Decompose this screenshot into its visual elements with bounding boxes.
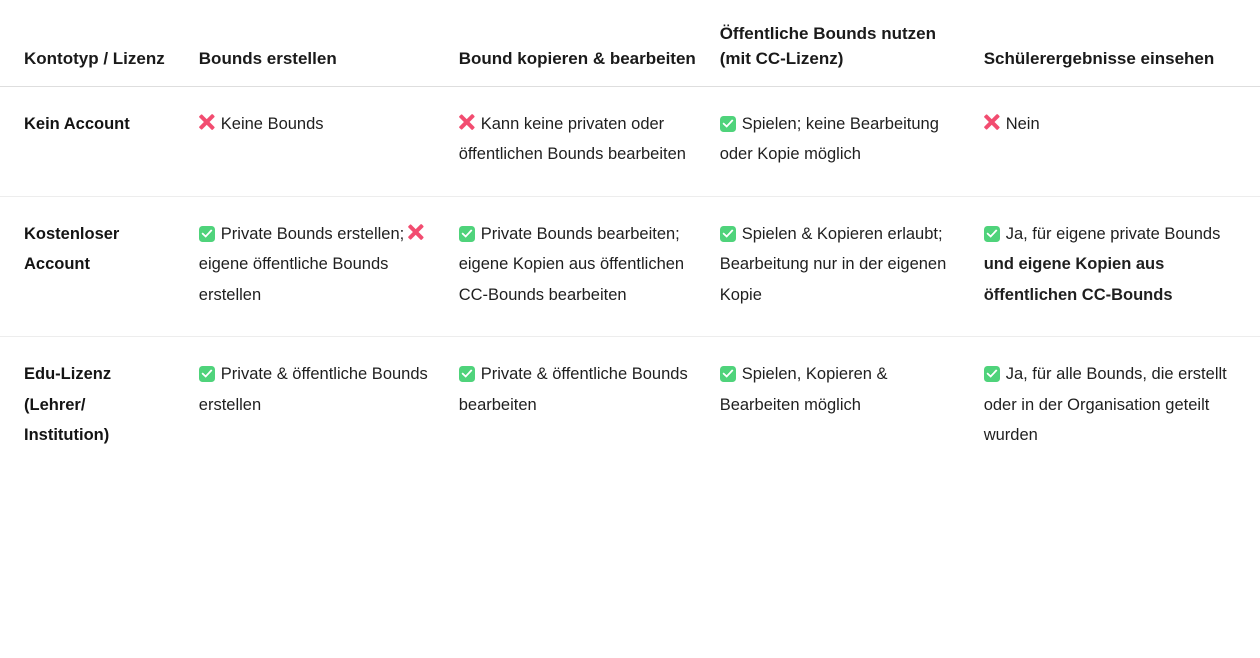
cell-no-account-use-public-bounds: Spielen; keine Bearbeitung oder Kopie mö… bbox=[719, 86, 984, 197]
cell-text-plain: Ja, für eigene private Bounds bbox=[1005, 224, 1221, 243]
column-header-student-results: Schülerergebnisse einsehen bbox=[983, 0, 1260, 87]
row-label-free-account: Kostenloser Account bbox=[0, 196, 199, 338]
cell-text: Spielen, Kopieren & Bearbeiten möglich bbox=[719, 365, 888, 414]
check-mark-button-icon bbox=[458, 366, 475, 383]
cell-text: Kann keine privaten oder öffentlichen Bo… bbox=[458, 114, 686, 164]
cell-no-account-copy-edit-bound: Kann keine privaten oder öffentlichen Bo… bbox=[458, 86, 720, 197]
table-header: Kontotyp / Lizenz Bounds erstellen Bound… bbox=[0, 0, 1260, 87]
cell-text: Keine Bounds bbox=[220, 114, 324, 133]
cell-text: Nein bbox=[1005, 114, 1040, 133]
column-header-create-bounds: Bounds erstellen bbox=[198, 0, 459, 87]
cell-edu-license-student-results: Ja, für alle Bounds, die erstellt oder i… bbox=[983, 337, 1260, 477]
column-header-account-type: Kontotyp / Lizenz bbox=[0, 0, 199, 87]
check-mark-button-icon bbox=[719, 115, 736, 132]
cell-edu-license-use-public-bounds: Spielen, Kopieren & Bearbeiten möglich bbox=[719, 337, 984, 477]
cross-mark-icon bbox=[459, 114, 476, 131]
cell-edu-license-copy-edit-bound: Private & öffentliche Bounds bearbeiten bbox=[458, 337, 720, 477]
column-header-copy-edit-bound: Bound kopieren & bearbeiten bbox=[458, 0, 720, 87]
cell-free-account-create-bounds: Private Bounds erstellen; eigene öffentli… bbox=[198, 196, 459, 338]
cell-text: Ja, für alle Bounds, die erstellt oder i… bbox=[983, 365, 1227, 445]
cell-free-account-use-public-bounds: Spielen & Kopieren erlaubt; Bearbeitung … bbox=[719, 196, 984, 338]
table-row: Kein Account Keine Bounds Kann keine pri… bbox=[0, 86, 1260, 197]
cross-mark-icon bbox=[407, 224, 424, 241]
row-label-edu-license: Edu-Lizenz (Lehrer/ Institution) bbox=[24, 365, 112, 445]
cross-mark-icon bbox=[984, 114, 1001, 131]
cell-text: Private Bounds bearbeiten; eigene Kopien… bbox=[458, 224, 685, 304]
table-row: Kostenloser Account Private Bounds erste… bbox=[0, 196, 1260, 338]
check-mark-button-icon bbox=[719, 366, 736, 383]
cell-text: Spielen; keine Bearbeitung oder Kopie mö… bbox=[719, 114, 939, 164]
cell-free-account-student-results: Ja, für eigene private Bounds und eigene… bbox=[983, 196, 1260, 338]
check-mark-button-icon bbox=[983, 225, 1000, 242]
cross-mark-icon bbox=[199, 114, 216, 131]
check-mark-button-icon bbox=[983, 366, 1000, 383]
cell-text-before: Private Bounds erstellen; bbox=[220, 224, 405, 243]
table-header-row: Kontotyp / Lizenz Bounds erstellen Bound… bbox=[0, 0, 1260, 87]
cell-no-account-student-results: Nein bbox=[983, 86, 1260, 197]
table-body: Kein Account Keine Bounds Kann keine pri… bbox=[0, 86, 1260, 477]
cell-text: Spielen & Kopieren erlaubt; Bearbeitung … bbox=[719, 224, 947, 304]
column-header-use-public-bounds: Öffentliche Bounds nutzen (mit CC-Lizenz… bbox=[719, 0, 984, 87]
cell-edu-license-create-bounds: Private & öffentliche Bounds erstellen bbox=[198, 337, 459, 477]
cell-free-account-copy-edit-bound: Private Bounds bearbeiten; eigene Kopien… bbox=[458, 196, 720, 338]
check-mark-button-icon bbox=[198, 366, 215, 383]
cell-no-account-create-bounds: Keine Bounds bbox=[198, 86, 459, 197]
check-mark-button-icon bbox=[198, 225, 215, 242]
check-mark-button-icon bbox=[719, 225, 736, 242]
row-label-no-account: Kein Account bbox=[0, 86, 199, 197]
table-row: Edu-Lizenz (Lehrer/ Institution) Private… bbox=[0, 337, 1260, 477]
cell-text-bold: und eigene Kopien aus öffentlichen CC-Bo… bbox=[983, 255, 1173, 304]
cell-text: Private & öffentliche Bounds erstellen bbox=[198, 365, 428, 414]
check-mark-button-icon bbox=[458, 225, 475, 242]
account-license-comparison-table: Kontotyp / Lizenz Bounds erstellen Bound… bbox=[0, 0, 1260, 477]
cell-text-after: eigene öffentliche Bounds erstellen bbox=[198, 255, 389, 304]
cell-text: Private & öffentliche Bounds bearbeiten bbox=[458, 365, 688, 414]
